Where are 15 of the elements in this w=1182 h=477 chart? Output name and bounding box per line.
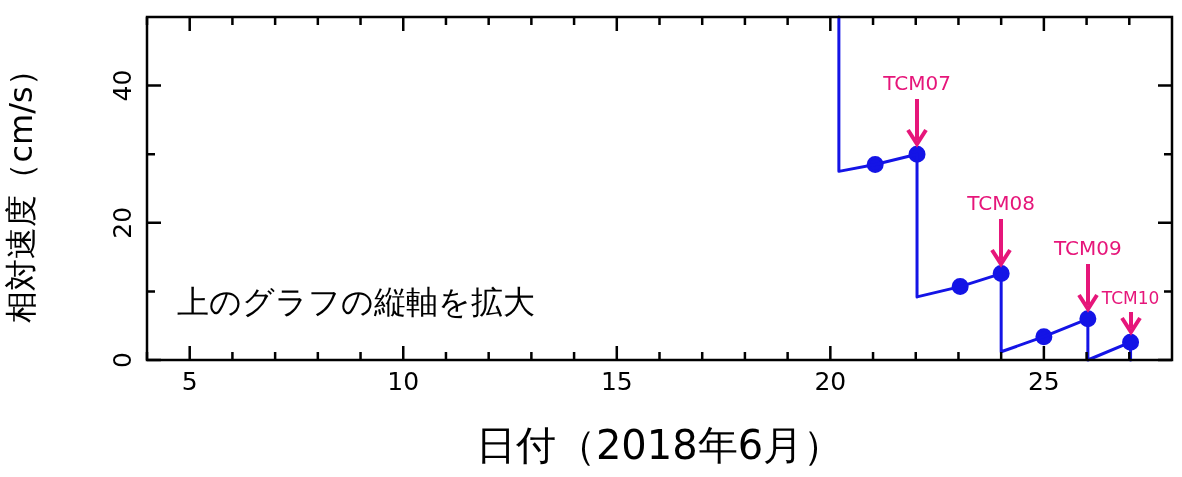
annotation: TCM10 <box>1100 288 1160 309</box>
x-tick-label: 25 <box>1027 366 1060 396</box>
x-tick-label: 5 <box>181 366 198 396</box>
x-tick-label: 15 <box>600 366 633 396</box>
annotation: TCM09 <box>1053 236 1122 261</box>
annotation: TCM07 <box>882 71 951 96</box>
y-tick-label: 20 <box>108 206 137 239</box>
x-axis-title: 日付（2018年6月） <box>475 422 844 469</box>
y-tick-label: 0 <box>108 352 137 368</box>
annotation: TCM08 <box>966 190 1036 215</box>
y-axis-title: 相対速度（cm/s） <box>1 54 40 323</box>
y-tick-label: 40 <box>108 69 137 102</box>
x-tick-label: 10 <box>387 366 420 396</box>
annotation: 上のグラフの縦軸を拡大 <box>176 283 535 322</box>
x-tick-label: 20 <box>814 366 847 396</box>
